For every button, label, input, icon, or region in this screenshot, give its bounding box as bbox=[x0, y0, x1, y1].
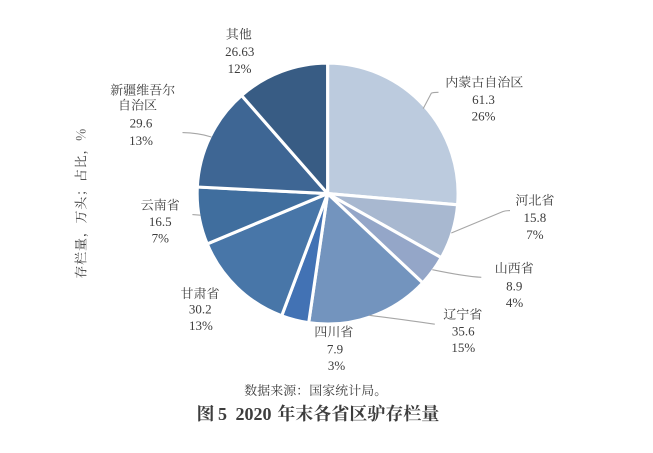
svg-text:26.63: 26.63 bbox=[225, 44, 254, 59]
svg-text:4%: 4% bbox=[506, 295, 524, 310]
svg-text:12%: 12% bbox=[228, 61, 252, 76]
svg-text:13%: 13% bbox=[189, 318, 213, 333]
svg-text:7%: 7% bbox=[152, 230, 170, 245]
svg-text:26%: 26% bbox=[472, 109, 496, 124]
svg-text:29.6: 29.6 bbox=[130, 115, 153, 130]
svg-text:15%: 15% bbox=[451, 340, 475, 355]
svg-text:5: 5 bbox=[218, 404, 227, 424]
svg-text:3%: 3% bbox=[328, 358, 346, 373]
svg-text:30.2: 30.2 bbox=[189, 302, 212, 317]
svg-text:8.9: 8.9 bbox=[506, 279, 522, 294]
svg-text:61.3: 61.3 bbox=[472, 92, 495, 107]
svg-text:7.9: 7.9 bbox=[327, 342, 343, 357]
svg-text:35.6: 35.6 bbox=[452, 323, 475, 338]
svg-text:16.5: 16.5 bbox=[149, 214, 172, 229]
svg-text:2020: 2020 bbox=[236, 404, 272, 424]
svg-text:15.8: 15.8 bbox=[524, 210, 547, 225]
svg-text:7%: 7% bbox=[526, 227, 544, 242]
svg-text:13%: 13% bbox=[129, 133, 153, 148]
